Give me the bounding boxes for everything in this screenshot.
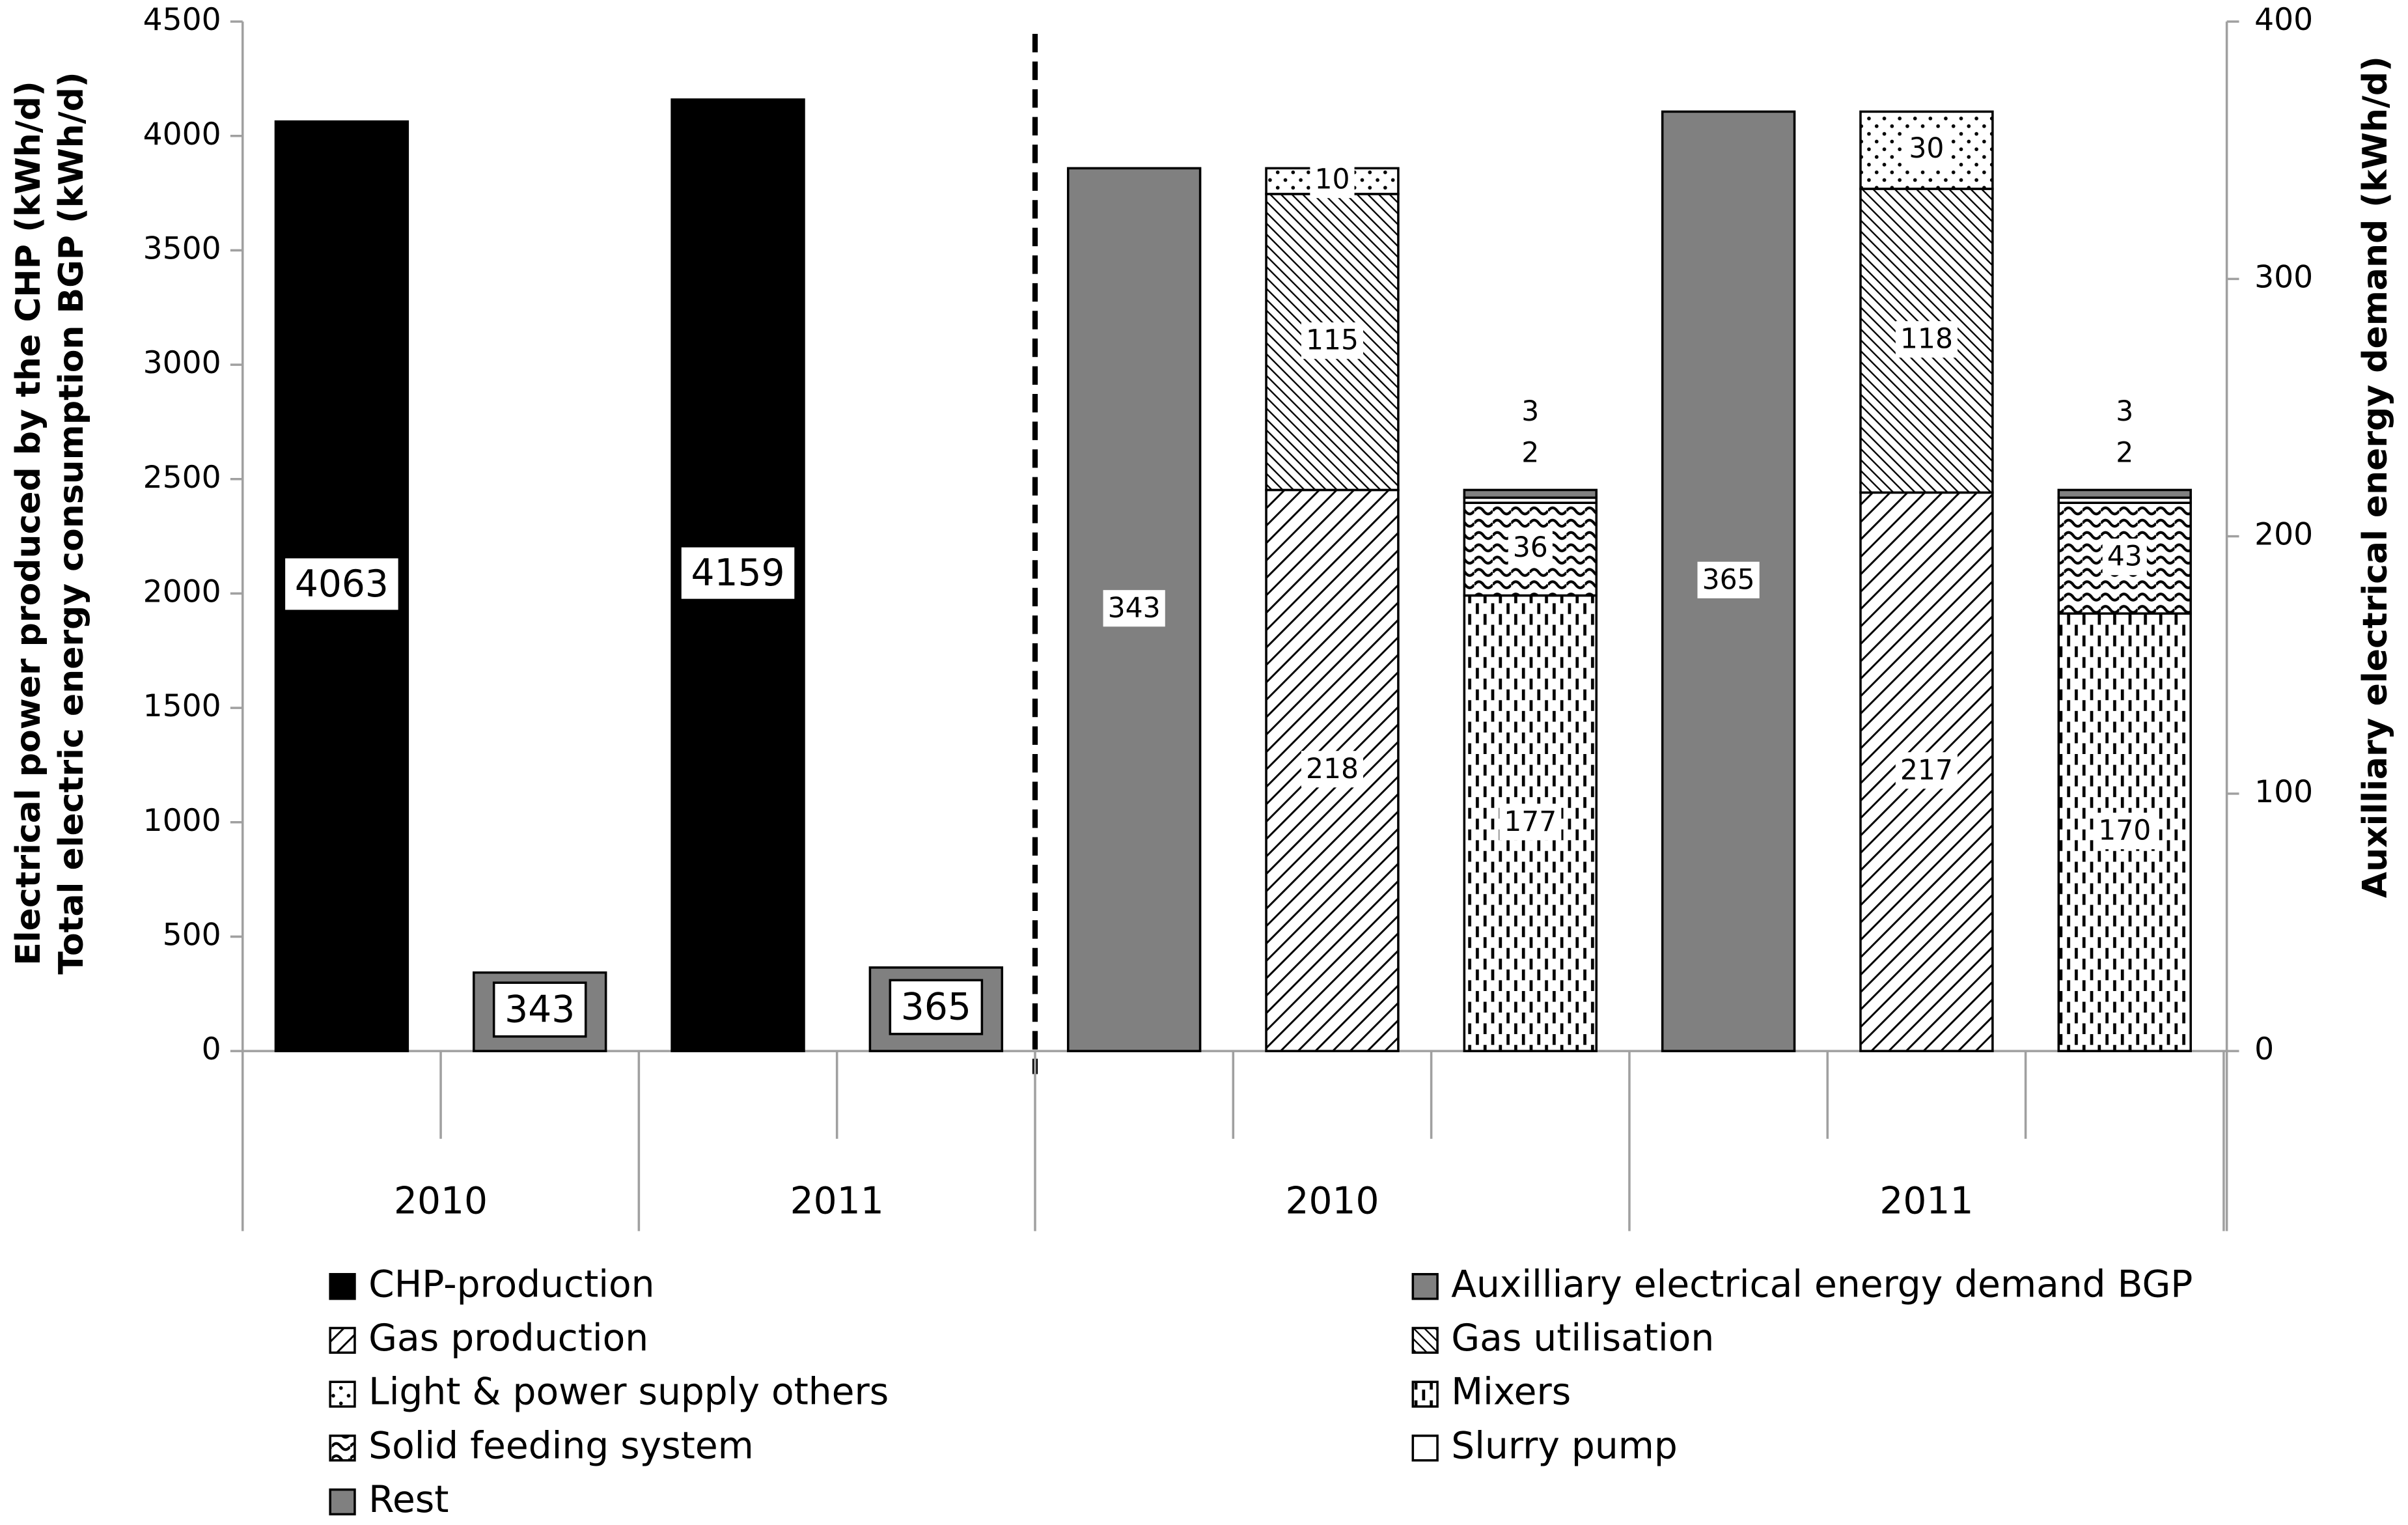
- legend-swatch: [1411, 1273, 1439, 1300]
- legend-label: CHP-production: [368, 1263, 654, 1306]
- bar-segment: [1859, 491, 1994, 1052]
- legend-label: Solid feeding system: [368, 1424, 754, 1467]
- value-label: 3: [1521, 396, 1539, 428]
- legend-swatch: [329, 1273, 356, 1300]
- value-label-bg: [1895, 752, 1958, 789]
- value-label-bg: [492, 981, 587, 1038]
- value-label: 118: [1900, 324, 1953, 356]
- legend-swatch: [1411, 1380, 1439, 1408]
- y-tick-label: 3500: [143, 231, 221, 266]
- value-label-bg: [1499, 804, 1562, 841]
- value-label: 43: [2107, 541, 2142, 573]
- value-label-bg: [1301, 322, 1364, 359]
- legend-swatch: [329, 1380, 356, 1408]
- value-label: 36: [1513, 532, 1548, 564]
- y-tick-label: 500: [163, 917, 221, 953]
- y2-tick-label: 100: [2254, 774, 2313, 810]
- value-label-bg: [2094, 813, 2156, 850]
- legend-swatch: [1411, 1326, 1439, 1354]
- y-tick-label: 1500: [143, 688, 221, 724]
- value-label-bg: [1895, 321, 1958, 358]
- value-label: 30: [1909, 133, 1944, 165]
- y-tick-label: 2500: [143, 460, 221, 496]
- value-label: 218: [1306, 753, 1359, 785]
- y-axis-label: Total electric energy consumption BGP (k…: [52, 72, 91, 974]
- legend-label: Light & power supply others: [368, 1371, 889, 1414]
- legend-label: Rest: [368, 1478, 449, 1521]
- y-tick-label: 3000: [143, 345, 221, 381]
- value-label-bg: [679, 545, 797, 602]
- value-label: 170: [2098, 815, 2151, 847]
- bar-segment: [2057, 488, 2192, 499]
- legend-swatch: [329, 1488, 356, 1516]
- x-tick-label: 2011: [1879, 1180, 1973, 1223]
- value-label: 343: [505, 988, 575, 1031]
- y2-tick-label: 400: [2254, 2, 2313, 38]
- y-axis-label: Electrical power produced by the CHP (kW…: [9, 81, 48, 966]
- value-label: 2: [2116, 438, 2133, 469]
- value-label: 343: [1108, 593, 1161, 624]
- legend-label: Slurry pump: [1451, 1424, 1677, 1467]
- y2-tick-label: 0: [2254, 1031, 2274, 1067]
- x-tick-label: 2011: [790, 1180, 884, 1223]
- value-label: 4063: [295, 563, 389, 606]
- value-label-bg: [1697, 561, 1760, 598]
- y-tick-label: 2000: [143, 574, 221, 609]
- y-tick-label: 0: [202, 1031, 221, 1067]
- value-label: 2: [1521, 438, 1539, 469]
- value-label-bg: [1301, 751, 1364, 788]
- legend-label: Auxilliary electrical energy demand BGP: [1451, 1263, 2193, 1306]
- legend-label: Mixers: [1451, 1371, 1571, 1414]
- y-tick-label: 4000: [143, 117, 221, 152]
- y2-axis-label: Auxilliary electrical energy demand (kWh…: [2356, 56, 2395, 898]
- value-label-bg: [1904, 130, 1949, 167]
- value-label: 217: [1900, 755, 1953, 787]
- x-tick-label: 2010: [394, 1180, 488, 1223]
- value-label: 4159: [691, 552, 784, 595]
- value-label: 115: [1306, 325, 1359, 357]
- y-tick-label: 1000: [143, 803, 221, 839]
- legend-label: Gas production: [368, 1317, 648, 1360]
- bar-segment: [1463, 488, 1598, 499]
- legend-swatch: [329, 1434, 356, 1462]
- value-label-bg: [1103, 590, 1165, 627]
- y-tick-label: 4500: [143, 2, 221, 38]
- value-label: 10: [1314, 164, 1349, 196]
- y2-tick-label: 200: [2254, 517, 2313, 553]
- legend-swatch: [1411, 1434, 1439, 1462]
- value-label: 3: [2116, 396, 2133, 428]
- value-label-bg: [1310, 161, 1355, 199]
- legend-swatch: [329, 1326, 356, 1354]
- value-label: 365: [901, 986, 971, 1029]
- value-label: 177: [1504, 806, 1557, 838]
- value-label-bg: [1508, 529, 1553, 567]
- value-label: 365: [1702, 564, 1755, 596]
- value-label-bg: [2102, 539, 2147, 576]
- y2-tick-label: 300: [2254, 259, 2313, 295]
- legend-label: Gas utilisation: [1451, 1317, 1714, 1360]
- value-label-bg: [889, 979, 984, 1035]
- x-tick-label: 2010: [1285, 1180, 1379, 1223]
- value-label-bg: [283, 555, 401, 613]
